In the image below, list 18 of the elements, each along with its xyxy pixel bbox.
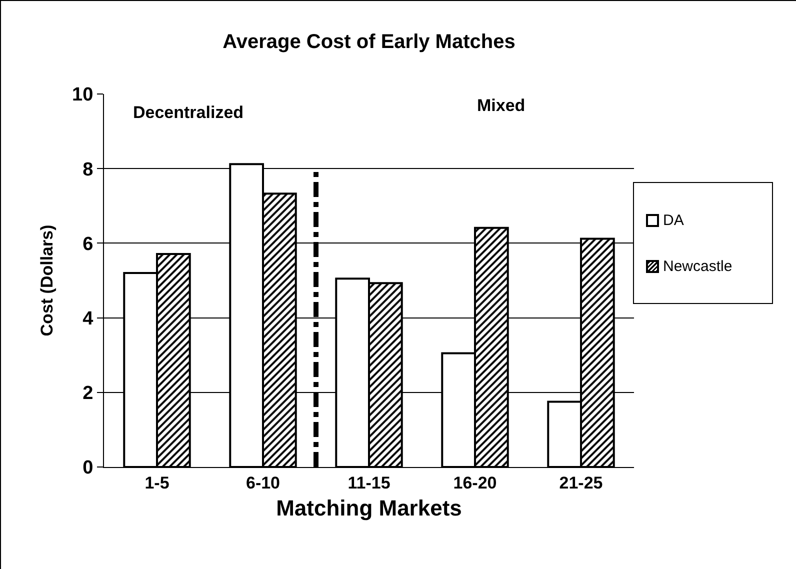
legend-label: Newcastle xyxy=(663,258,732,274)
y-axis-title: Cost (Dollars) xyxy=(38,224,57,336)
x-tick-label: 1-5 xyxy=(144,473,170,492)
y-tick-label: 6 xyxy=(82,234,94,255)
chart-title: Average Cost of Early Matches xyxy=(222,30,516,53)
x-tick-label: 16-20 xyxy=(453,473,497,492)
y-tick-label: 8 xyxy=(82,159,94,180)
x-tick-label: 11-15 xyxy=(348,473,390,492)
y-tick-label: 4 xyxy=(82,308,94,330)
annotation: Mixed xyxy=(477,96,526,115)
y-tick-label: 0 xyxy=(82,458,94,479)
y-tick-label: 10 xyxy=(72,84,94,106)
annotation: Decentralized xyxy=(133,103,244,122)
legend-label: DA xyxy=(663,212,684,228)
y-tick-label: 2 xyxy=(82,383,94,404)
x-tick-label: 6-10 xyxy=(246,473,280,492)
x-axis-title: Matching Markets xyxy=(276,495,462,520)
x-tick-label: 21-25 xyxy=(559,473,603,492)
